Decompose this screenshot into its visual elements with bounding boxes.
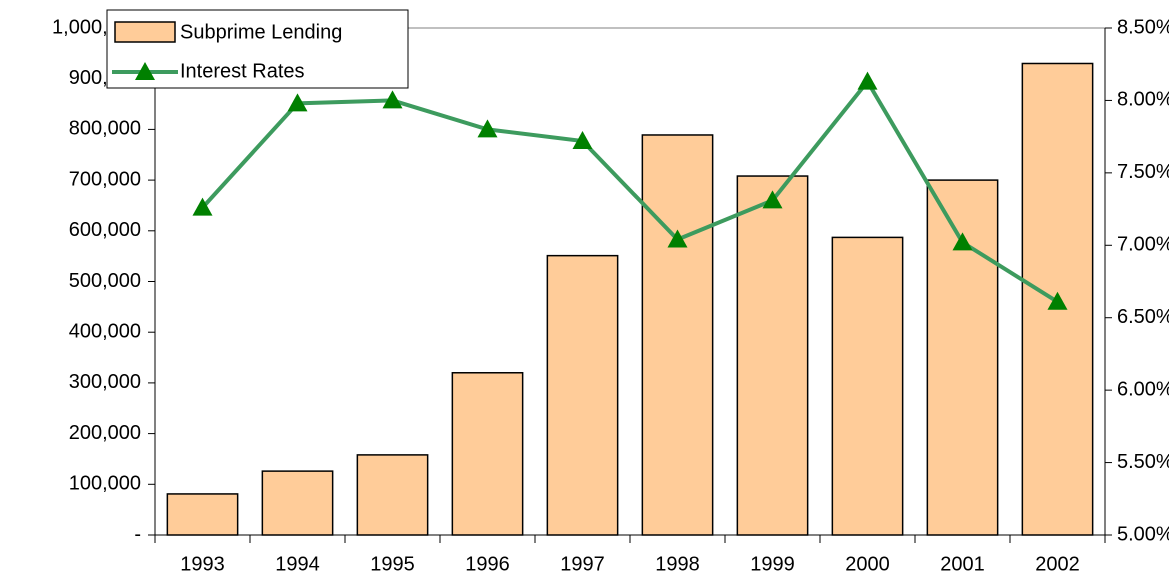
y-tick-label: 400,000 <box>69 320 141 342</box>
x-tick-label: 2002 <box>1035 553 1080 575</box>
line-marker <box>572 130 593 149</box>
line-marker <box>1047 291 1068 310</box>
line-marker <box>477 119 498 138</box>
line-marker <box>287 93 308 112</box>
bar <box>831 236 904 536</box>
x-tick-label: 1995 <box>370 553 415 575</box>
y-tick-label: 500,000 <box>69 270 141 292</box>
x-tick-label: 1996 <box>465 553 510 575</box>
y-tick-label: 600,000 <box>69 219 141 241</box>
line-marker <box>762 190 783 209</box>
x-tick-label: 1999 <box>750 553 795 575</box>
y2-tick-label: 6.00% <box>1117 378 1169 400</box>
x-tick-label: 1994 <box>275 553 320 575</box>
bar <box>261 470 334 536</box>
x-tick-label: 2000 <box>845 553 890 575</box>
y2-tick-label: 7.50% <box>1117 161 1169 183</box>
y2-tick-label: 7.00% <box>1117 234 1169 256</box>
y-tick-label: 200,000 <box>69 422 141 444</box>
x-tick-label: 1993 <box>180 553 225 575</box>
y-tick-label: 100,000 <box>69 473 141 495</box>
y2-tick-label: 8.50% <box>1117 16 1169 38</box>
bar <box>641 134 714 536</box>
x-tick-label: 1997 <box>560 553 605 575</box>
bar <box>736 175 809 536</box>
bar <box>166 493 239 536</box>
legend-label: Interest Rates <box>180 60 305 82</box>
line-marker <box>192 197 213 216</box>
line <box>201 78 1059 304</box>
y2-tick-label: 6.50% <box>1117 306 1169 328</box>
line-marker <box>952 232 973 251</box>
y-tick-label: 300,000 <box>69 371 141 393</box>
legend-marker <box>135 62 155 80</box>
legend-swatch <box>114 21 176 43</box>
y-tick-label: - <box>134 523 141 545</box>
y2-tick-label: 5.00% <box>1117 523 1169 545</box>
legend-label: Subprime Lending <box>180 21 342 43</box>
line-marker <box>667 229 688 248</box>
bar <box>356 454 429 536</box>
x-tick-label: 2001 <box>940 553 985 575</box>
y-tick-label: 700,000 <box>69 168 141 190</box>
y-tick-label: 800,000 <box>69 118 141 140</box>
x-tick-label: 1998 <box>655 553 700 575</box>
bar <box>546 254 619 536</box>
bar <box>451 372 524 536</box>
y2-tick-label: 5.50% <box>1117 451 1169 473</box>
line-marker <box>382 90 403 109</box>
y2-tick-label: 8.00% <box>1117 89 1169 111</box>
line-marker <box>857 71 878 90</box>
